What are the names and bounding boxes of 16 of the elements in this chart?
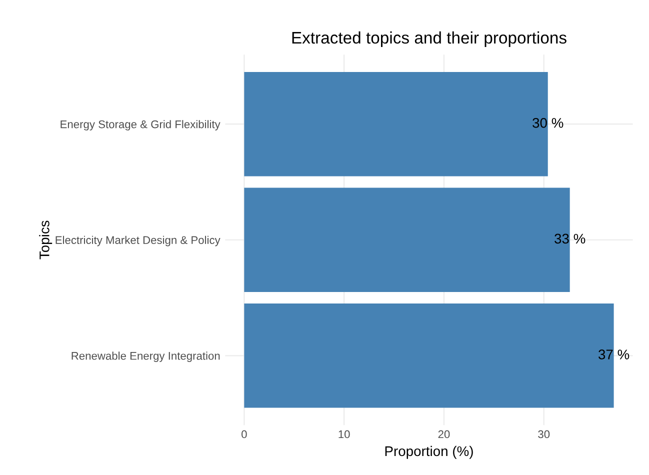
x-tick-label: 10 <box>338 430 350 438</box>
x-axis-title: Proportion (%) <box>385 446 473 459</box>
y-tick-label: Energy Storage & Grid Flexibility <box>60 120 220 130</box>
y-tick-label: Electricity Market Design & Policy <box>56 236 220 246</box>
x-tick-label: 0 <box>242 430 247 438</box>
bar <box>244 304 614 408</box>
bar <box>244 188 570 292</box>
data-label: 30 % <box>532 118 564 128</box>
data-label: 33 % <box>554 234 586 244</box>
x-tick-label: 20 <box>438 430 450 438</box>
data-label: 37 % <box>598 350 630 360</box>
y-axis-title: Topics <box>39 220 52 260</box>
chart-title: Extracted topics and their proportions <box>292 31 566 47</box>
bar <box>244 72 548 176</box>
y-tick-label: Renewable Energy Integration <box>72 352 220 362</box>
x-tick-label: 30 <box>538 430 550 438</box>
